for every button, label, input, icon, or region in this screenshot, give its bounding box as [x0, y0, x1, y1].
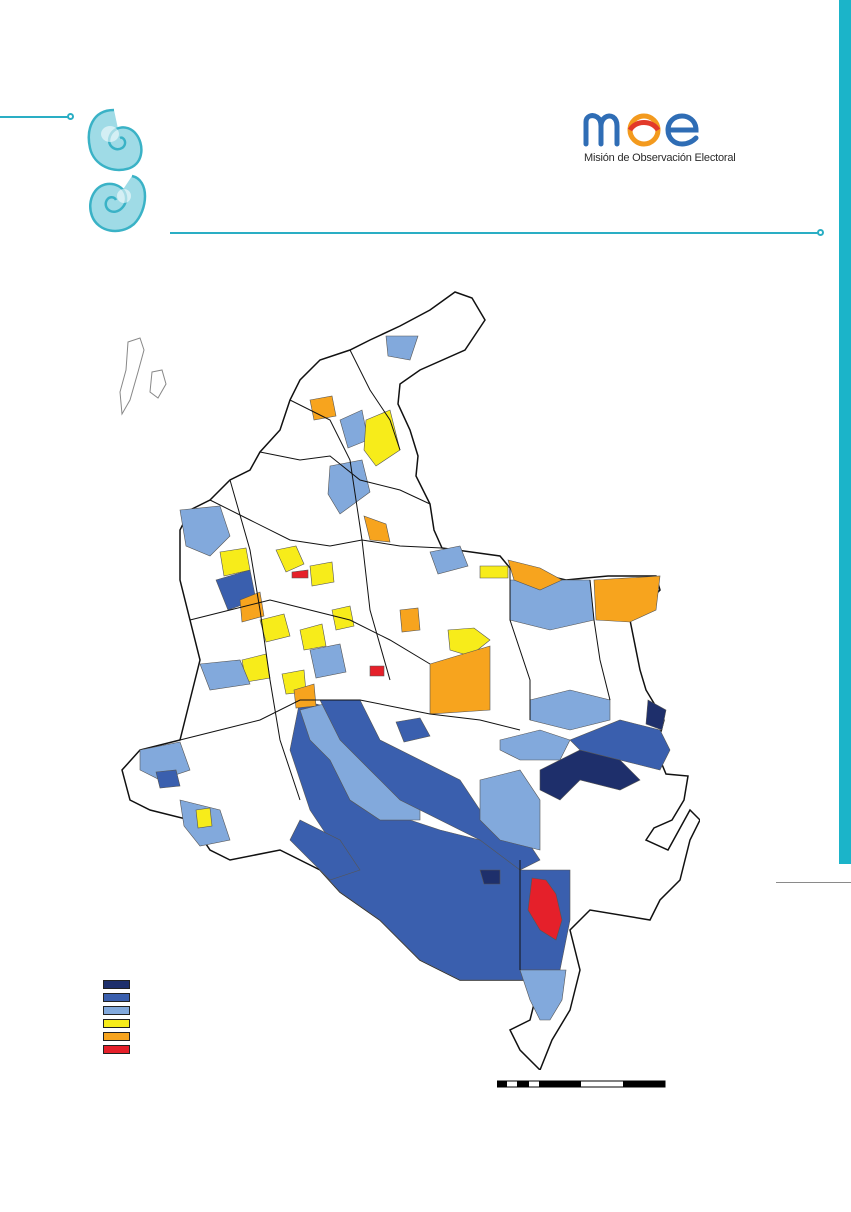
region-casanare-yellow — [447, 627, 491, 657]
region-yellow-strip — [479, 565, 509, 579]
region-high-b — [395, 717, 431, 743]
region-guaviare-medium — [479, 769, 541, 851]
region-northeast-very-high — [645, 699, 667, 731]
region-vichada-high — [569, 719, 671, 771]
region-casanare-medium — [499, 729, 571, 761]
region-choco-medium — [179, 505, 231, 557]
region-amazon-medium — [519, 969, 567, 1021]
moe-logo-wordmark — [583, 113, 699, 147]
legend-swatch-red — [103, 1045, 130, 1054]
legend-swatch-very-high — [103, 980, 130, 989]
region-medium-b — [199, 659, 251, 691]
island-providencia — [149, 369, 167, 399]
region-medium-c — [309, 643, 347, 679]
region-orange-b — [399, 607, 421, 633]
swirl-ornament-icon — [87, 108, 147, 233]
region-antioquia-yellow-a — [219, 547, 251, 577]
region-arauca-medium — [509, 579, 595, 631]
region-meta-high-a — [319, 699, 541, 871]
region-medium-d — [429, 545, 469, 575]
side-rule — [776, 882, 851, 883]
region-yellow-d — [299, 623, 327, 651]
region-boyaca-orange — [507, 559, 563, 591]
header-line-left — [0, 116, 68, 118]
moe-logo: Misión de Observación Electoral — [580, 106, 740, 170]
region-guajira-medium — [385, 335, 419, 361]
region-red-meta — [369, 665, 385, 677]
legend — [103, 980, 130, 1058]
legend-swatch-orange — [103, 1032, 130, 1041]
region-guaviare-dark — [479, 869, 501, 885]
region-santander-orange — [363, 515, 391, 543]
region-casanare-orange — [429, 645, 491, 715]
region-south-pacific-high — [155, 769, 181, 789]
island-san-andres — [119, 337, 145, 416]
legend-swatch-medium — [103, 1006, 130, 1015]
department-borders — [179, 349, 611, 970]
header-line-main-dot — [817, 229, 824, 236]
colombia-risk-map — [119, 291, 700, 1070]
legend-swatch-yellow — [103, 1019, 130, 1028]
region-red-extreme — [527, 877, 563, 941]
region-putumayo-high — [289, 819, 361, 881]
region-yellow-h — [195, 807, 213, 829]
region-orange-d — [309, 395, 337, 421]
header-line-left-dot — [67, 113, 74, 120]
region-yellow-a — [275, 545, 305, 573]
region-cesar-medium — [327, 459, 371, 515]
scale-bar — [497, 1080, 666, 1088]
region-arauca-orange — [593, 575, 661, 623]
region-yellow-b — [309, 561, 335, 587]
side-accent-bar — [839, 0, 851, 864]
header-line-main — [170, 232, 818, 234]
region-red-small — [291, 569, 309, 579]
logo-subtitle: Misión de Observación Electoral — [584, 152, 736, 164]
legend-swatch-high — [103, 993, 130, 1002]
